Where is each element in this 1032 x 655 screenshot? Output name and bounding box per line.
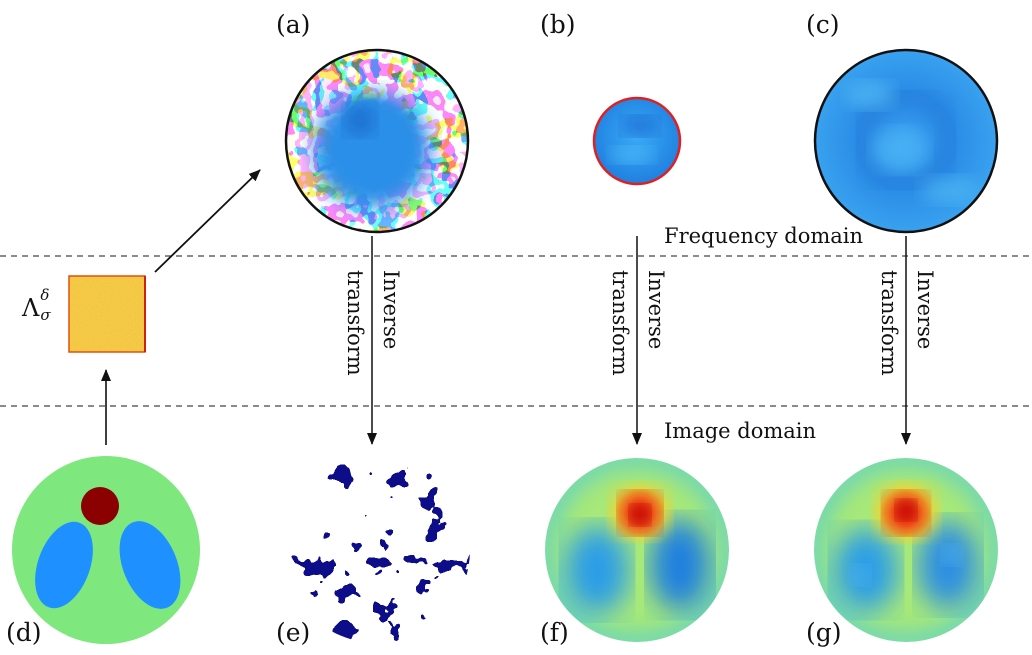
panel-label-a: (a)	[276, 10, 311, 39]
panel-label-g: (g)	[806, 618, 842, 647]
transform-label-b: transform	[608, 270, 632, 376]
spectrum-b	[592, 96, 682, 186]
spectrum-c	[813, 48, 999, 234]
panel-label-b: (b)	[540, 10, 576, 39]
matrix-symbol: Λ	[22, 294, 40, 322]
data-matrix	[68, 275, 146, 353]
spectrum-a	[284, 48, 470, 234]
matrix-subscript: σ	[40, 306, 51, 324]
panel-label-c: (c)	[806, 10, 840, 39]
matrix-superscript: δ	[40, 286, 50, 304]
inverse-label-a: Inverse	[379, 270, 403, 350]
phantom-d	[12, 456, 200, 644]
inverse-label-c: Inverse	[913, 270, 937, 350]
reconstruction-f	[545, 458, 729, 642]
transform-label-c: transform	[877, 270, 901, 376]
panel-label-f: (f)	[540, 618, 569, 647]
reconstruction-e	[284, 457, 470, 643]
panel-label-e: (e)	[276, 618, 311, 647]
reconstruction-g	[814, 458, 998, 642]
image-domain-label: Image domain	[664, 419, 817, 443]
matrix-to-spectrum-arrow	[154, 169, 261, 273]
transform-label-a: transform	[343, 270, 367, 376]
frequency-domain-label: Frequency domain	[664, 224, 864, 248]
inverse-label-b: Inverse	[644, 270, 668, 350]
panel-label-d: (d)	[6, 618, 42, 647]
